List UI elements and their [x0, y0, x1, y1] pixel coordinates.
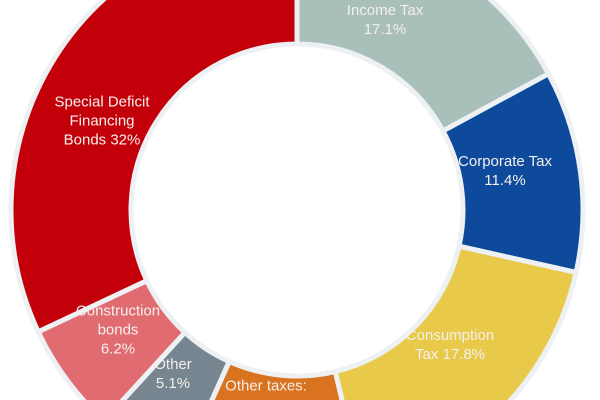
label-corporate-tax: Corporate Tax 11.4%	[458, 153, 552, 189]
slice-consumption-tax	[332, 243, 579, 400]
label-construction-bonds: Construction bonds 6.2%	[75, 302, 161, 358]
slice-other-taxes	[209, 359, 345, 400]
slice-special-deficit-financing-bonds	[8, 0, 300, 335]
label-income-tax: Income Tax 17.1%	[346, 2, 424, 38]
label-special-deficit-bonds: Special Deficit Financing Bonds 32%	[54, 93, 150, 149]
slice-other	[119, 329, 232, 400]
label-other: Other 5.1%	[154, 356, 192, 392]
label-other-taxes: Other taxes:	[225, 377, 307, 395]
slice-income-tax	[294, 0, 551, 134]
label-consumption-tax: Consumption Tax 17.8%	[405, 327, 495, 363]
